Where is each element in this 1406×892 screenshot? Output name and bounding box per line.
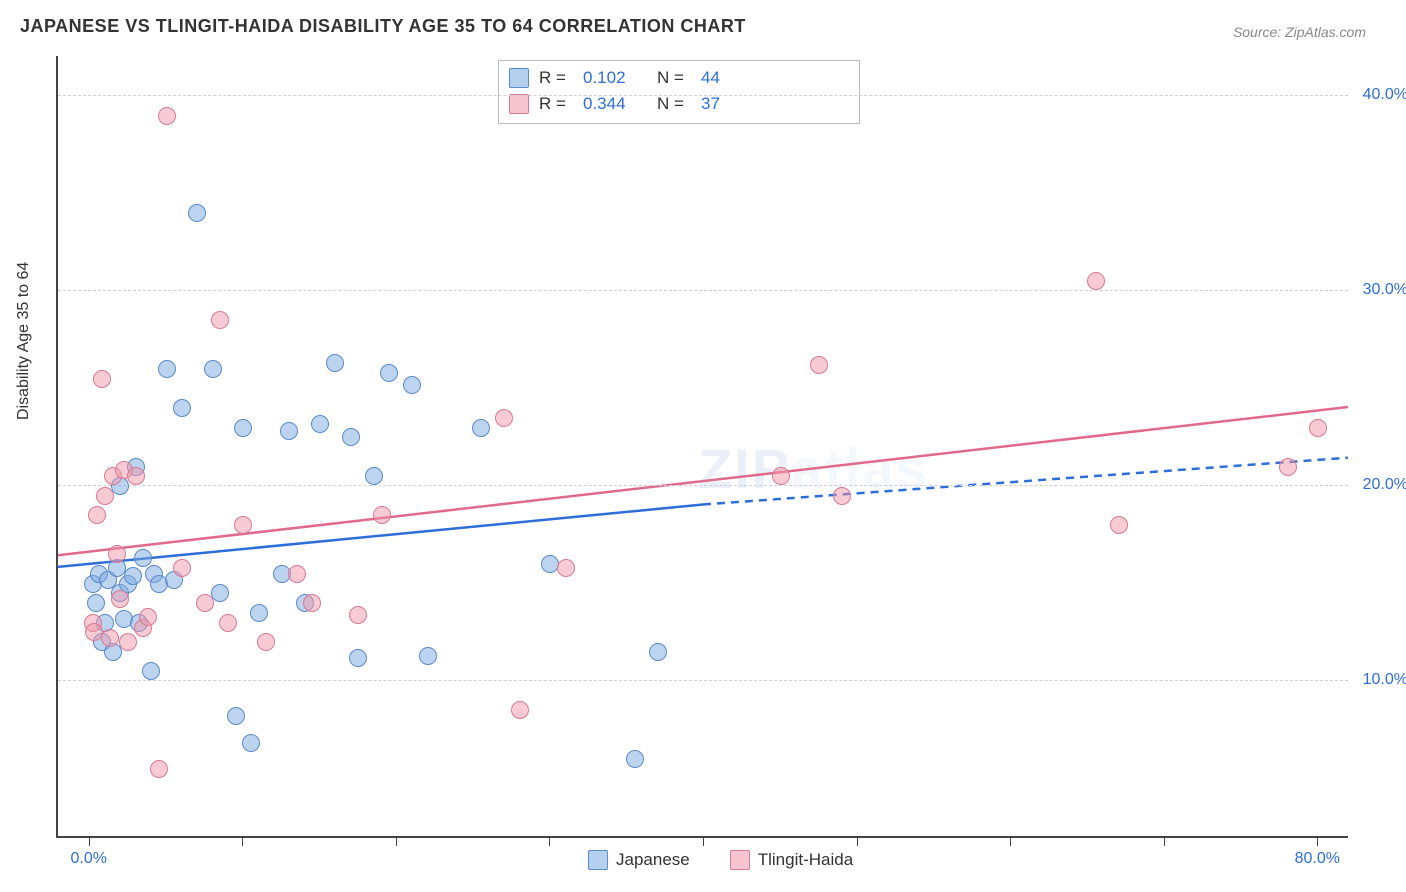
data-point-japanese bbox=[626, 750, 644, 768]
regression-line bbox=[703, 458, 1348, 505]
data-point-tlingit bbox=[557, 559, 575, 577]
y-axis-label: Disability Age 35 to 64 bbox=[15, 262, 33, 420]
data-point-japanese bbox=[365, 467, 383, 485]
data-point-japanese bbox=[158, 360, 176, 378]
n-label: N = bbox=[657, 68, 691, 88]
data-point-japanese bbox=[227, 707, 245, 725]
correlation-legend: R = 0.102 N = 44 R = 0.344 N = 37 bbox=[498, 60, 860, 124]
x-tick-label: 0.0% bbox=[70, 850, 106, 868]
y-tick-label: 10.0% bbox=[1363, 671, 1406, 689]
r-value-japanese: 0.102 bbox=[583, 68, 647, 88]
data-point-tlingit bbox=[511, 701, 529, 719]
data-point-japanese bbox=[349, 649, 367, 667]
swatch-blue-icon bbox=[509, 68, 529, 88]
n-value-japanese: 44 bbox=[701, 68, 765, 88]
source-attribution: Source: ZipAtlas.com bbox=[1233, 24, 1366, 40]
data-point-tlingit bbox=[772, 467, 790, 485]
legend-row-japanese: R = 0.102 N = 44 bbox=[509, 65, 849, 91]
data-point-tlingit bbox=[93, 370, 111, 388]
x-tick bbox=[857, 836, 858, 846]
data-point-tlingit bbox=[139, 608, 157, 626]
legend-item-japanese: Japanese bbox=[588, 850, 690, 870]
r-value-tlingit: 0.344 bbox=[583, 94, 647, 114]
r-label: R = bbox=[539, 68, 573, 88]
y-tick-label: 40.0% bbox=[1363, 86, 1406, 104]
data-point-tlingit bbox=[1110, 516, 1128, 534]
data-point-tlingit bbox=[196, 594, 214, 612]
data-point-japanese bbox=[419, 647, 437, 665]
gridline bbox=[58, 485, 1348, 486]
data-point-japanese bbox=[311, 415, 329, 433]
data-point-japanese bbox=[380, 364, 398, 382]
data-point-tlingit bbox=[373, 506, 391, 524]
data-point-tlingit bbox=[1279, 458, 1297, 476]
data-point-japanese bbox=[234, 419, 252, 437]
x-tick bbox=[89, 836, 90, 846]
x-tick bbox=[1010, 836, 1011, 846]
r-label: R = bbox=[539, 94, 573, 114]
data-point-japanese bbox=[204, 360, 222, 378]
swatch-pink-icon bbox=[730, 850, 750, 870]
data-point-tlingit bbox=[288, 565, 306, 583]
plot-area: ZIPatlas R = 0.102 N = 44 R = 0.344 N = … bbox=[58, 56, 1348, 836]
data-point-tlingit bbox=[219, 614, 237, 632]
data-point-tlingit bbox=[1087, 272, 1105, 290]
legend-item-tlingit: Tlingit-Haida bbox=[730, 850, 853, 870]
y-tick-label: 30.0% bbox=[1363, 281, 1406, 299]
legend-label-japanese: Japanese bbox=[616, 850, 690, 870]
x-tick bbox=[703, 836, 704, 846]
data-point-tlingit bbox=[833, 487, 851, 505]
x-tick-label: 80.0% bbox=[1295, 850, 1340, 868]
regression-lines-layer bbox=[58, 56, 1348, 836]
data-point-japanese bbox=[342, 428, 360, 446]
data-point-tlingit bbox=[173, 559, 191, 577]
x-tick bbox=[1317, 836, 1318, 846]
data-point-japanese bbox=[124, 567, 142, 585]
n-value-tlingit: 37 bbox=[701, 94, 765, 114]
data-point-japanese bbox=[250, 604, 268, 622]
data-point-japanese bbox=[173, 399, 191, 417]
y-tick-label: 20.0% bbox=[1363, 476, 1406, 494]
data-point-tlingit bbox=[495, 409, 513, 427]
data-point-tlingit bbox=[1309, 419, 1327, 437]
data-point-tlingit bbox=[158, 107, 176, 125]
x-tick bbox=[549, 836, 550, 846]
data-point-japanese bbox=[403, 376, 421, 394]
chart-frame: ZIPatlas R = 0.102 N = 44 R = 0.344 N = … bbox=[56, 56, 1348, 838]
n-label: N = bbox=[657, 94, 691, 114]
chart-title: JAPANESE VS TLINGIT-HAIDA DISABILITY AGE… bbox=[20, 16, 746, 37]
gridline bbox=[58, 680, 1348, 681]
data-point-tlingit bbox=[150, 760, 168, 778]
x-tick bbox=[1164, 836, 1165, 846]
data-point-japanese bbox=[87, 594, 105, 612]
gridline bbox=[58, 290, 1348, 291]
data-point-tlingit bbox=[101, 629, 119, 647]
data-point-tlingit bbox=[119, 633, 137, 651]
swatch-blue-icon bbox=[588, 850, 608, 870]
data-point-japanese bbox=[649, 643, 667, 661]
series-legend: Japanese Tlingit-Haida bbox=[588, 850, 853, 870]
x-tick bbox=[242, 836, 243, 846]
data-point-tlingit bbox=[96, 487, 114, 505]
data-point-japanese bbox=[472, 419, 490, 437]
gridline bbox=[58, 95, 1348, 96]
legend-label-tlingit: Tlingit-Haida bbox=[758, 850, 853, 870]
swatch-pink-icon bbox=[509, 94, 529, 114]
x-tick bbox=[396, 836, 397, 846]
data-point-tlingit bbox=[127, 467, 145, 485]
